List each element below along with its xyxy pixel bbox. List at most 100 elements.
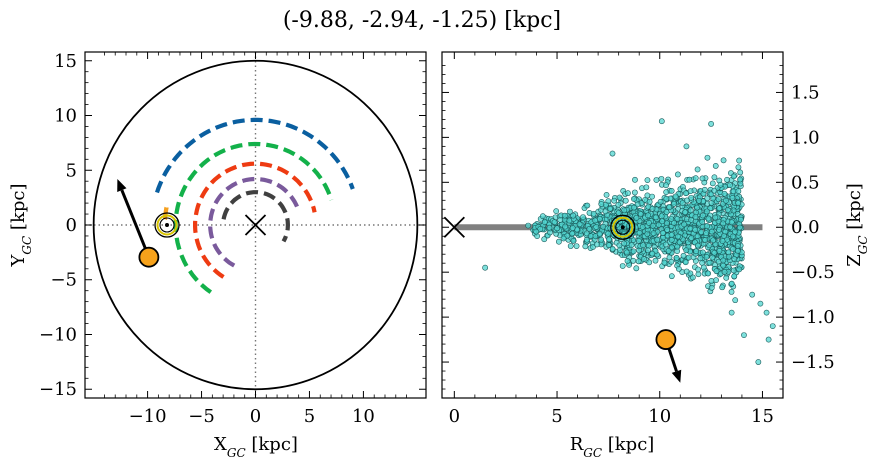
left-ylabel: YGC [kpc] bbox=[8, 184, 34, 268]
star-point bbox=[668, 273, 675, 280]
x-tick-label: 5 bbox=[551, 406, 562, 427]
star-point bbox=[680, 252, 687, 259]
star-point bbox=[672, 193, 679, 200]
star-point bbox=[663, 209, 670, 215]
star-point bbox=[736, 224, 743, 231]
star-point bbox=[665, 248, 672, 254]
star-point bbox=[713, 268, 720, 275]
star-point bbox=[720, 220, 726, 227]
star-point bbox=[652, 257, 659, 264]
star-point bbox=[737, 176, 743, 183]
star-point bbox=[583, 230, 590, 237]
star-point bbox=[673, 255, 680, 261]
star-point bbox=[551, 219, 558, 226]
galactic-center-x-marker bbox=[443, 216, 465, 238]
star-point bbox=[682, 209, 688, 216]
star-point bbox=[663, 220, 670, 227]
star-point bbox=[710, 237, 717, 244]
star-point bbox=[584, 202, 591, 209]
star-point bbox=[720, 262, 727, 269]
star-point bbox=[668, 258, 675, 265]
star-point bbox=[688, 216, 695, 223]
y-tick-label: 15 bbox=[54, 51, 77, 72]
star-point bbox=[546, 224, 553, 231]
right-ylabel: ZGC [kpc] bbox=[844, 183, 870, 267]
star-point bbox=[569, 230, 576, 237]
star-point bbox=[570, 237, 577, 244]
star-point bbox=[644, 177, 651, 184]
arm-arc-1 bbox=[173, 141, 334, 294]
star-point bbox=[661, 259, 668, 266]
velocity-arrow-head bbox=[671, 369, 682, 383]
star-point bbox=[687, 225, 694, 232]
star-point bbox=[735, 248, 741, 254]
star-point bbox=[700, 264, 707, 271]
star-point bbox=[711, 174, 718, 181]
star-point bbox=[727, 224, 734, 230]
star-point bbox=[732, 297, 739, 304]
star-point bbox=[674, 215, 681, 222]
star-point bbox=[721, 269, 728, 275]
star-point bbox=[717, 181, 724, 188]
star-point bbox=[708, 120, 715, 127]
star-point bbox=[630, 257, 637, 264]
star-point bbox=[705, 215, 712, 222]
star-point bbox=[554, 225, 560, 232]
star-point bbox=[611, 197, 618, 204]
star-point bbox=[716, 226, 723, 233]
star-point bbox=[646, 259, 653, 266]
star-point bbox=[728, 288, 735, 295]
star-point bbox=[728, 219, 735, 226]
star-point bbox=[625, 190, 631, 197]
y-tick-label: −5 bbox=[50, 270, 77, 291]
star-point bbox=[737, 216, 744, 223]
star-point bbox=[709, 180, 716, 187]
star-point bbox=[727, 182, 733, 189]
star-point bbox=[635, 237, 642, 244]
velocity-arrow-head bbox=[117, 179, 127, 193]
star-point bbox=[598, 201, 605, 207]
star-point bbox=[668, 188, 675, 194]
star-point bbox=[699, 175, 706, 182]
star-point bbox=[763, 309, 770, 316]
sun-ring-inner bbox=[159, 217, 175, 233]
x-tick-label: 5 bbox=[304, 406, 315, 427]
right-ticks: 0 5 10 15 −1.5 −1.0 −0.5 0.0 0.5 1.0 1.5 bbox=[442, 52, 835, 427]
star-point bbox=[712, 214, 719, 221]
sun-dot bbox=[620, 225, 625, 230]
star-point bbox=[720, 257, 727, 264]
y-tick-label: −1.0 bbox=[791, 307, 835, 328]
star-point bbox=[736, 266, 743, 273]
y-tick-label: −10 bbox=[39, 324, 77, 345]
star-point bbox=[713, 277, 719, 284]
star-point bbox=[735, 188, 742, 195]
star-point bbox=[533, 228, 540, 235]
star-point bbox=[631, 196, 637, 202]
star-point bbox=[621, 240, 627, 247]
star-point bbox=[668, 236, 675, 243]
star-point bbox=[663, 182, 669, 189]
star-point bbox=[683, 247, 690, 254]
y-tick-label: −0.5 bbox=[791, 262, 835, 283]
star-point bbox=[562, 223, 569, 230]
star-point bbox=[654, 236, 661, 243]
velocity-arrow-shaft bbox=[120, 189, 151, 258]
star-point bbox=[561, 212, 568, 219]
star-point bbox=[734, 243, 741, 249]
star-point bbox=[615, 201, 622, 208]
star-point bbox=[721, 190, 728, 197]
star-point bbox=[675, 233, 681, 240]
y-tick-label: 0.0 bbox=[791, 217, 820, 238]
star-point bbox=[641, 256, 647, 262]
star-point bbox=[708, 278, 715, 284]
star-point bbox=[632, 224, 639, 231]
left-panel: −10 −5 0 5 10 −15 −10 −5 0 5 10 15 XGC [kpc] YGC [k… bbox=[8, 51, 427, 460]
star-point bbox=[730, 188, 737, 195]
star-point bbox=[681, 221, 688, 228]
star-point bbox=[769, 323, 776, 330]
star-point bbox=[697, 255, 704, 262]
star-point bbox=[586, 226, 593, 232]
star-point bbox=[659, 230, 666, 236]
star-point bbox=[703, 230, 709, 237]
star-point bbox=[736, 157, 743, 164]
